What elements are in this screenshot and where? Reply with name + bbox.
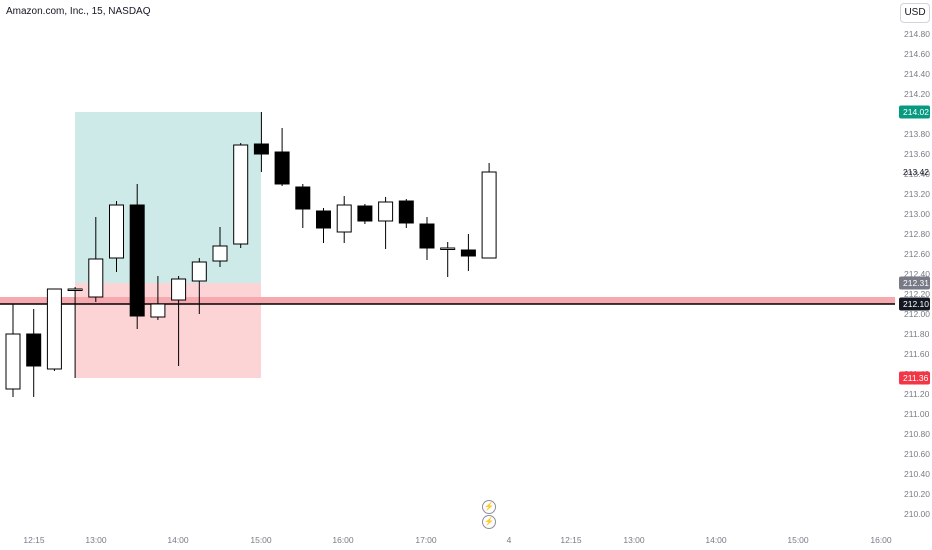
candle-body — [316, 210, 331, 229]
y-tick-label: 213.20 — [904, 189, 930, 199]
candle-body — [150, 303, 166, 318]
candle-body — [233, 144, 249, 245]
y-tick-label: 213.00 — [904, 209, 930, 219]
y-tick-label: 212.40 — [904, 269, 930, 279]
y-tick-label: 213.60 — [904, 149, 930, 159]
y-tick-label: 210.00 — [904, 509, 930, 519]
svg-text:212.10: 212.10 — [903, 299, 929, 309]
y-tick-label: 214.60 — [904, 49, 930, 59]
candle-body — [336, 204, 352, 233]
lightning-alert-icon[interactable]: ⚡ — [482, 515, 496, 529]
y-tick-label: 212.60 — [904, 249, 930, 259]
candle-body — [440, 247, 456, 250]
candle-body — [88, 258, 104, 298]
candle-body — [481, 171, 497, 259]
y-tick-label: 214.20 — [904, 89, 930, 99]
y-tick-label: 212.20 — [904, 289, 930, 299]
svg-text:211.36: 211.36 — [903, 373, 929, 383]
y-tick-label: 211.20 — [904, 389, 930, 399]
y-tick-label: 212.00 — [904, 309, 930, 319]
y-tick-label: 210.40 — [904, 469, 930, 479]
x-tick-label: 14:00 — [167, 535, 189, 545]
y-tick-label: 212.80 — [904, 229, 930, 239]
price-label-stop: 211.36 — [899, 371, 930, 385]
x-tick-label: 12:15 — [23, 535, 45, 545]
y-tick-label: 213.40 — [904, 169, 930, 179]
svg-text:213.42: 213.42 — [903, 167, 929, 177]
candle-body — [295, 186, 311, 210]
candle-body — [460, 249, 476, 257]
currency-button[interactable]: USD — [900, 3, 930, 23]
price-label-entry: 212.31 — [899, 276, 930, 290]
price-label-target: 214.02 — [899, 105, 930, 119]
candle-body — [398, 200, 414, 224]
candle-body — [274, 151, 290, 185]
symbol-title: Amazon.com, Inc., 15, NASDAQ — [6, 6, 151, 17]
x-tick-label: 4 — [507, 535, 512, 545]
candle-body — [129, 204, 145, 317]
y-tick-label: 214.80 — [904, 29, 930, 39]
x-tick-label: 13:00 — [85, 535, 107, 545]
x-tick-label: 13:00 — [623, 535, 645, 545]
y-tick-label: 210.80 — [904, 429, 930, 439]
candle-body — [378, 201, 394, 222]
y-tick-label: 210.60 — [904, 449, 930, 459]
candle-body — [26, 333, 42, 367]
svg-text:214.02: 214.02 — [903, 107, 929, 117]
candle-body — [171, 278, 187, 301]
y-tick-label: 213.80 — [904, 129, 930, 139]
candle-body — [109, 204, 124, 259]
candle-body — [419, 223, 435, 249]
x-tick-label: 12:15 — [560, 535, 582, 545]
horizontal-line-band — [0, 297, 895, 304]
candle-body — [67, 288, 83, 291]
x-tick-label: 17:00 — [415, 535, 437, 545]
y-tick-label: 214.40 — [904, 69, 930, 79]
price-label-line: 212.10 — [899, 297, 930, 311]
price-label-last: 213.42 — [903, 167, 929, 177]
candle-body — [5, 333, 21, 390]
lightning-icon[interactable]: ⚡ — [482, 500, 496, 514]
candle-body — [253, 143, 269, 155]
y-tick-label: 210.20 — [904, 489, 930, 499]
y-tick-label: 211.00 — [904, 409, 930, 419]
x-tick-label: 15:00 — [250, 535, 272, 545]
candle-body — [191, 261, 207, 282]
y-tick-label: 211.60 — [904, 349, 930, 359]
x-tick-label: 14:00 — [705, 535, 727, 545]
y-tick-label: 211.80 — [904, 329, 930, 339]
x-tick-label: 16:00 — [332, 535, 354, 545]
x-tick-label: 15:00 — [787, 535, 809, 545]
x-tick-label: 16:00 — [870, 535, 892, 545]
profit-zone — [75, 112, 261, 283]
candle-body — [212, 245, 228, 262]
candle-body — [46, 288, 62, 370]
candle-body — [357, 205, 373, 222]
svg-text:212.31: 212.31 — [903, 278, 929, 288]
